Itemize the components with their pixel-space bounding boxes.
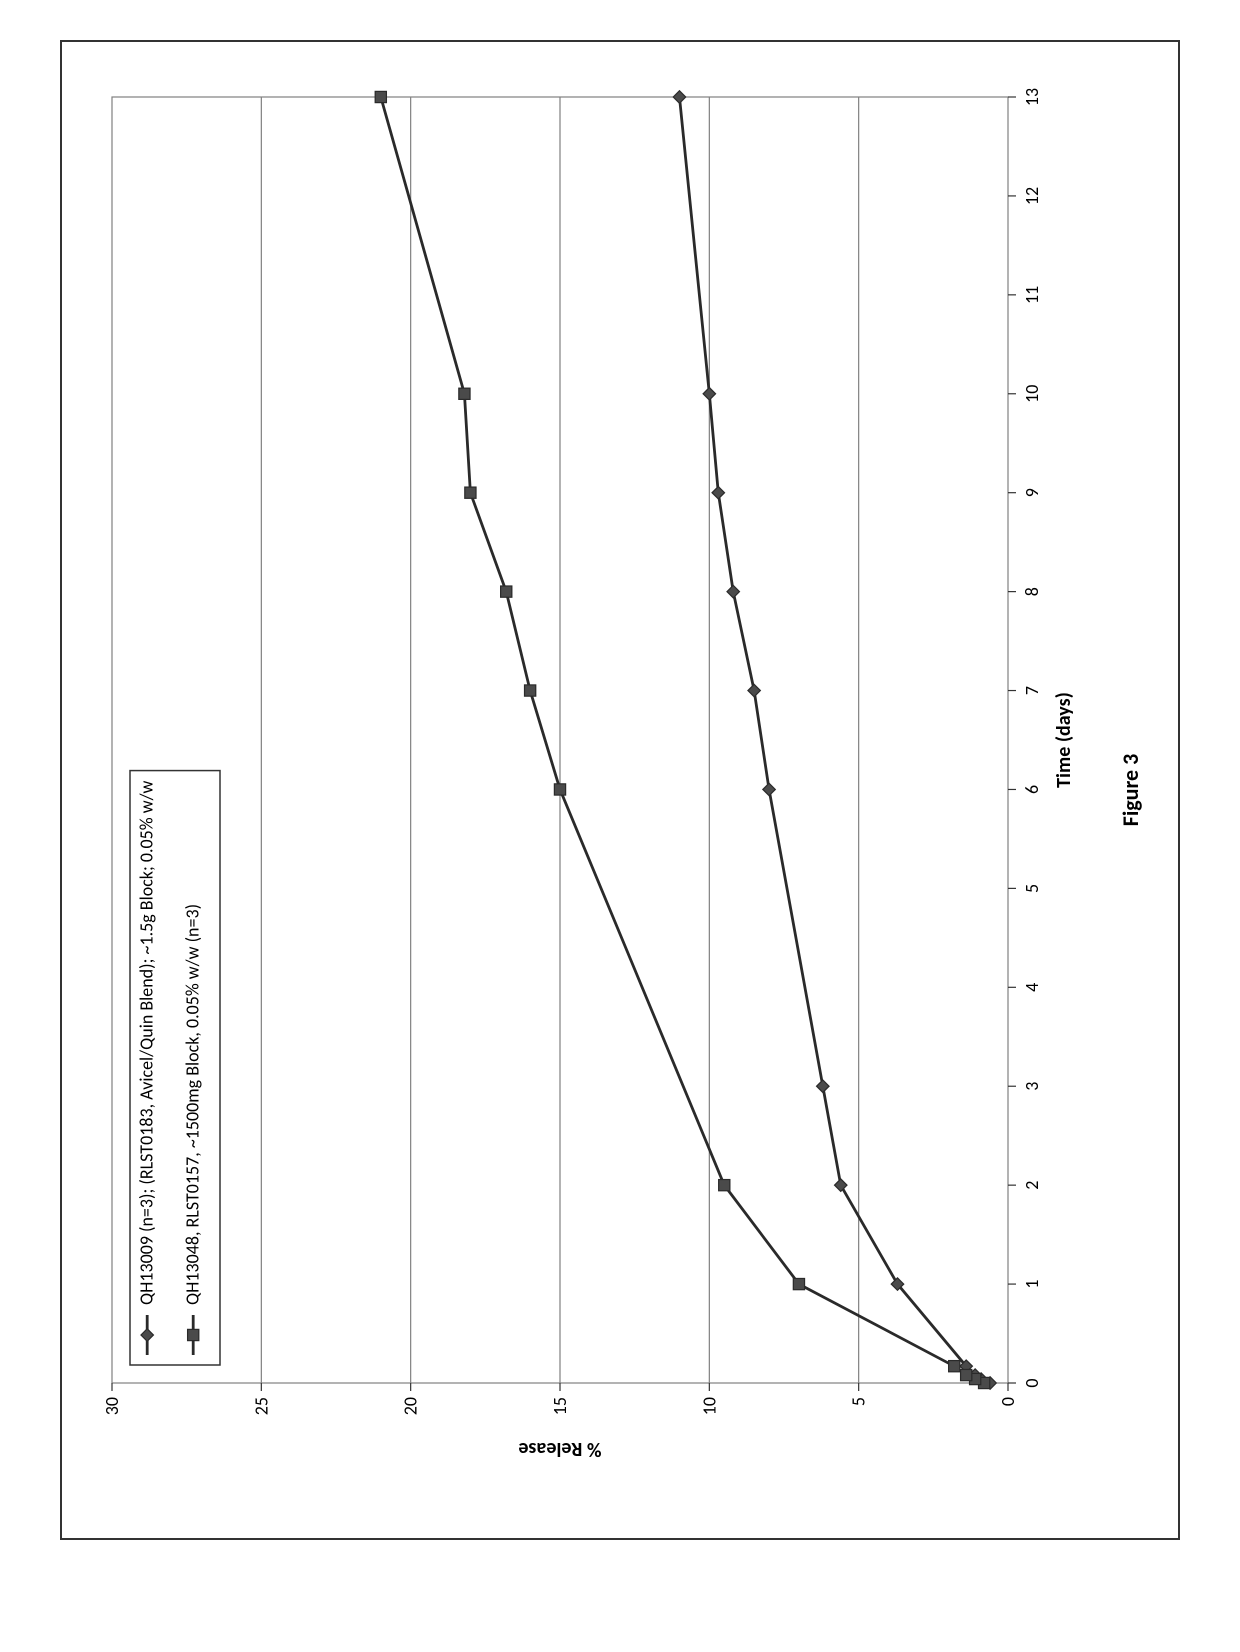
svg-text:30: 30 (101, 1397, 123, 1415)
svg-text:20: 20 (400, 1397, 422, 1415)
legend-entry-label: QH13048, RLST0157, ~1500mg Block, 0.05% … (182, 904, 204, 1305)
svg-text:7: 7 (1021, 686, 1043, 695)
outer-border: 012345678910111213051015202530Time (days… (60, 40, 1180, 1540)
svg-text:12: 12 (1021, 187, 1043, 205)
svg-text:2: 2 (1021, 1181, 1043, 1190)
svg-text:1: 1 (1021, 1280, 1043, 1289)
legend-entry-label: QH13009 (n=3); (RLST0183, Avicel/Quin Bl… (136, 780, 158, 1305)
release-chart: 012345678910111213051015202530Time (days… (62, 42, 1178, 1538)
svg-text:10: 10 (1021, 385, 1043, 403)
svg-text:15: 15 (549, 1397, 571, 1415)
svg-text:9: 9 (1021, 488, 1043, 497)
svg-text:8: 8 (1021, 587, 1043, 596)
svg-text:6: 6 (1021, 785, 1043, 794)
figure-caption: Figure 3 (1117, 754, 1144, 827)
svg-text:0: 0 (1021, 1378, 1043, 1387)
svg-text:13: 13 (1021, 88, 1043, 106)
svg-text:0: 0 (997, 1397, 1019, 1406)
svg-text:3: 3 (1021, 1082, 1043, 1091)
svg-text:5: 5 (1021, 884, 1043, 893)
svg-text:4: 4 (1021, 983, 1043, 992)
x-axis-label: Time (days) (1052, 692, 1076, 788)
legend: QH13009 (n=3); (RLST0183, Avicel/Quin Bl… (130, 771, 220, 1365)
svg-text:5: 5 (848, 1397, 870, 1406)
page: 012345678910111213051015202530Time (days… (0, 0, 1240, 1652)
y-axis-label: % Release (518, 1437, 601, 1461)
svg-text:11: 11 (1021, 286, 1043, 304)
svg-text:10: 10 (698, 1397, 720, 1415)
svg-text:25: 25 (250, 1397, 272, 1415)
